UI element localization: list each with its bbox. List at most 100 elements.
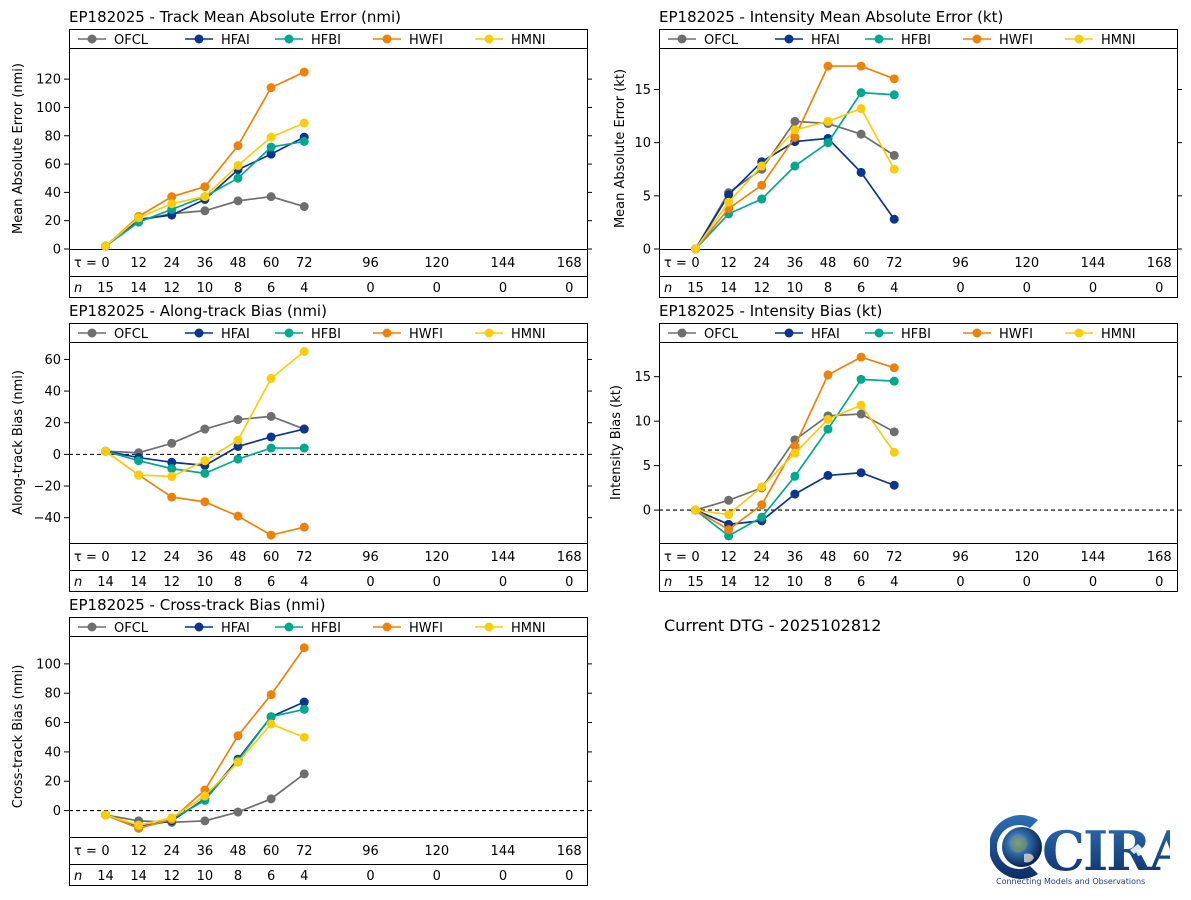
n-count: 4: [890, 575, 898, 590]
data-point: [790, 125, 800, 135]
y-axis-label: Intensity Bias (kt): [609, 385, 624, 500]
y-tick-label: 0: [53, 804, 61, 819]
legend-label: HFAI: [221, 621, 250, 636]
y-tick-label: 80: [44, 687, 61, 702]
data-point: [299, 522, 309, 532]
y-tick-label: 0: [643, 243, 651, 258]
axes-frame: [69, 29, 588, 298]
data-point: [266, 719, 276, 729]
tau-value: 0: [101, 256, 109, 271]
series-hfbi: [691, 88, 899, 254]
data-point: [889, 150, 899, 160]
tau-value: 96: [362, 256, 379, 271]
tau-value: 168: [1147, 256, 1172, 271]
legend-entry-hfbi: HFBI: [865, 33, 931, 48]
series-hfai: [101, 132, 309, 251]
y-tick-label: 20: [44, 214, 61, 229]
legend-entry-hfai: HFAI: [185, 621, 250, 636]
legend-entry-hfbi: HFBI: [275, 621, 341, 636]
legend-label: HWFI: [999, 327, 1033, 342]
legend-marker: [87, 622, 97, 632]
n-count: 6: [857, 575, 865, 590]
n-count: 14: [130, 869, 147, 884]
legend-entry-hfai: HFAI: [775, 327, 840, 342]
y-tick-label: 60: [44, 716, 61, 731]
n-count: 14: [130, 575, 147, 590]
legend-entry-hwfi: HWFI: [373, 33, 443, 48]
legend-marker: [1074, 34, 1084, 44]
satellite-icon: [1130, 844, 1144, 856]
n-count: 0: [1023, 575, 1031, 590]
legend-label: OFCL: [114, 327, 149, 342]
n-count: 0: [956, 575, 964, 590]
legend-marker: [194, 34, 204, 44]
axes-frame: [659, 323, 1178, 592]
data-point: [200, 424, 210, 434]
series-hmni: [691, 104, 899, 254]
legend-entry-hfbi: HFBI: [865, 327, 931, 342]
data-point: [299, 704, 309, 714]
n-count: 10: [197, 281, 214, 296]
data-point: [856, 374, 866, 384]
axes-frame: [69, 323, 588, 592]
n-row-label: n: [74, 869, 82, 884]
data-point: [691, 505, 700, 515]
legend-label: HWFI: [409, 33, 443, 48]
n-count: 14: [720, 575, 737, 590]
panel-along: EP182025 - Along-track Bias (nmi) OFCL HFA…: [11, 302, 592, 592]
data-point: [266, 83, 276, 93]
n-count: 14: [97, 575, 114, 590]
y-tick-label: −40: [34, 511, 61, 526]
data-point: [823, 116, 833, 126]
tau-value: 0: [101, 844, 109, 859]
y-tick-label: 0: [53, 448, 61, 463]
y-axis-label: Cross-track Bias (nmi): [11, 665, 26, 809]
legend-marker: [382, 622, 392, 632]
legend-label: HWFI: [409, 621, 443, 636]
tau-value: 168: [1147, 550, 1172, 565]
data-point: [790, 471, 800, 481]
legend-marker: [677, 34, 687, 44]
data-point: [823, 470, 833, 480]
data-point: [889, 90, 899, 100]
data-point: [889, 376, 899, 386]
n-count: 4: [300, 281, 308, 296]
y-tick-label: 0: [643, 504, 651, 519]
data-point: [233, 807, 243, 817]
data-point: [233, 141, 243, 151]
data-point: [167, 199, 177, 209]
panel-title: EP182025 - Along-track Bias (nmi): [69, 302, 327, 320]
data-point: [299, 443, 309, 453]
axes-frame: [659, 29, 1178, 298]
y-axis-label: Mean Absolute Error (kt): [613, 69, 628, 228]
panel-track: EP182025 - Track Mean Absolute Error (nm…: [11, 8, 592, 298]
tau-value: 96: [952, 550, 969, 565]
data-point: [101, 241, 110, 251]
y-axis-label: Along-track Bias (nmi): [11, 370, 26, 515]
data-point: [266, 530, 276, 540]
data-point: [266, 690, 276, 700]
data-point: [266, 373, 276, 383]
tau-value: 12: [720, 550, 737, 565]
n-count: 12: [163, 869, 180, 884]
data-point: [299, 136, 309, 146]
n-count: 6: [857, 281, 865, 296]
tau-value: 0: [691, 550, 699, 565]
data-point: [266, 411, 276, 421]
data-point: [757, 194, 767, 204]
data-point: [134, 456, 144, 466]
n-row-label: n: [664, 281, 672, 296]
cira-logo: CIRA Connecting Models and Observations: [990, 815, 1170, 886]
tau-value: 12: [130, 550, 147, 565]
data-point: [757, 512, 767, 522]
n-count: 8: [234, 869, 242, 884]
data-point: [856, 104, 866, 114]
panel-cross: EP182025 - Cross-track Bias (nmi) OFCL HFA…: [11, 596, 592, 886]
data-point: [299, 346, 309, 356]
data-point: [200, 456, 210, 466]
data-point: [856, 88, 866, 98]
tau-value: 144: [1081, 256, 1106, 271]
tau-value: 72: [296, 844, 313, 859]
series-line: [105, 701, 305, 828]
series-hwfi: [691, 352, 899, 535]
